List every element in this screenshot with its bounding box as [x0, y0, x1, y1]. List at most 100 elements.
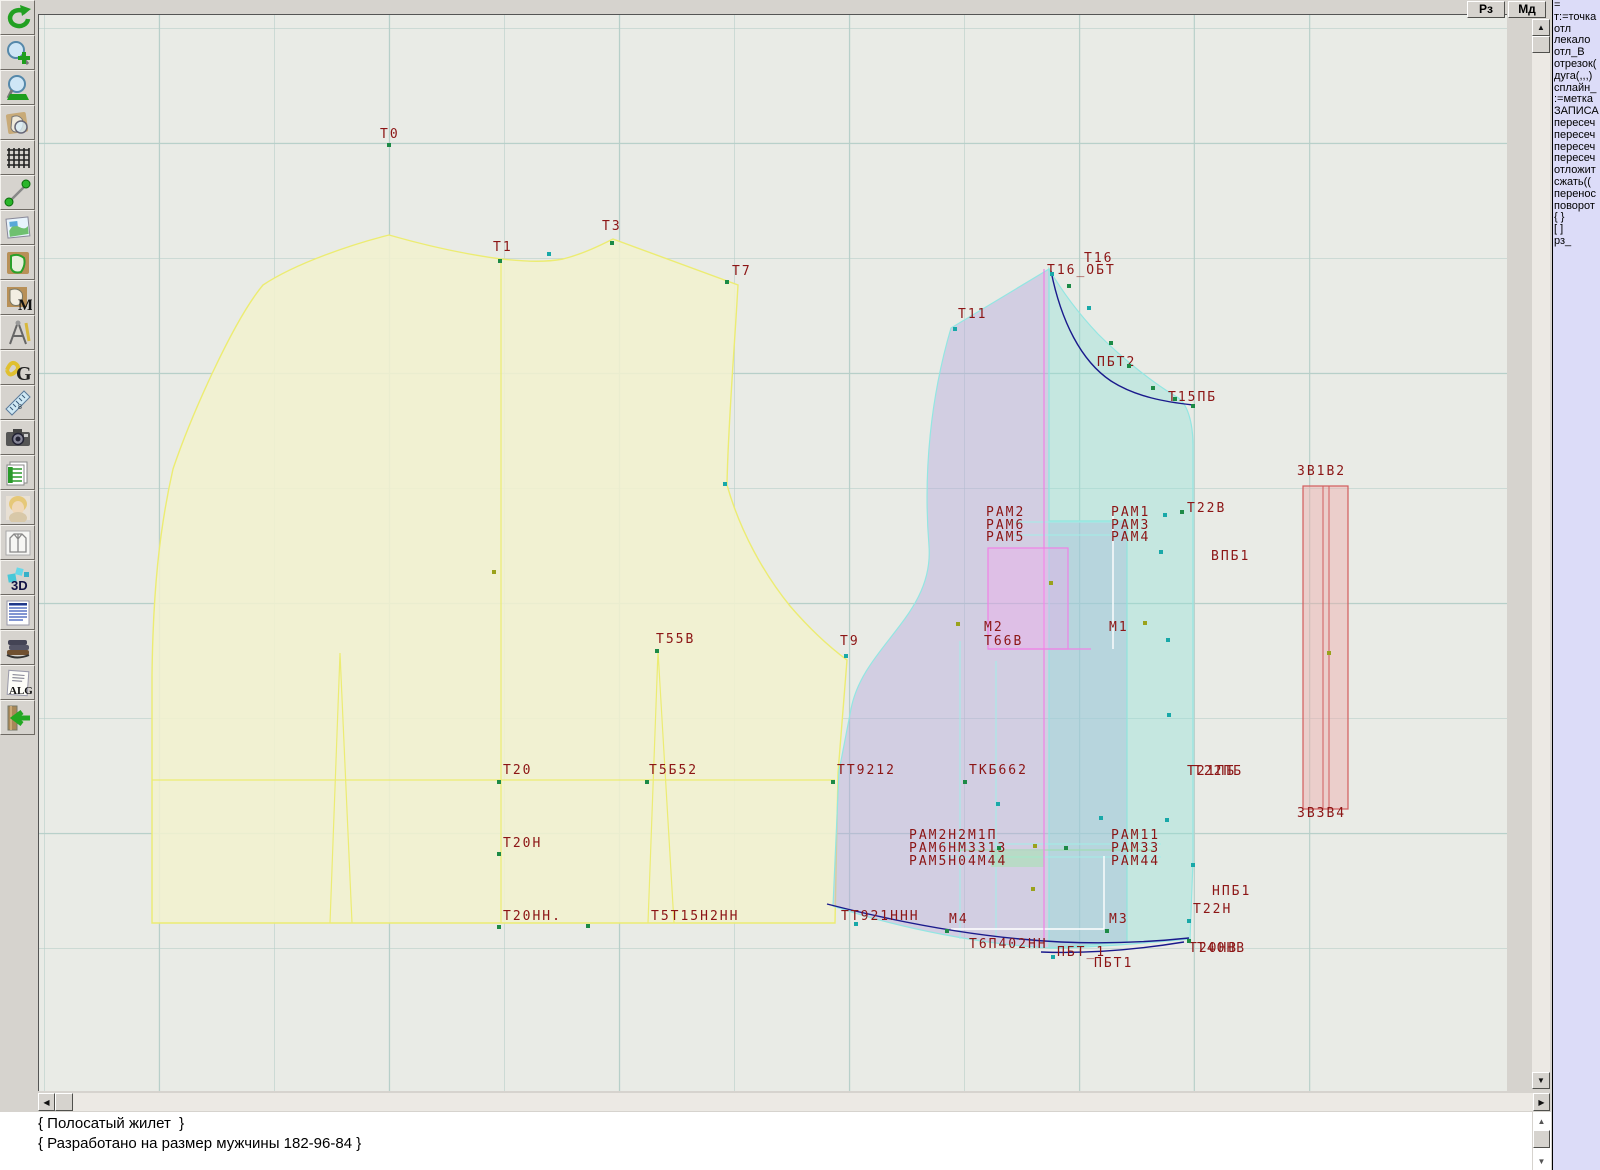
status-line-2: { Разработано на размер мужчины 182-96-8…	[38, 1135, 362, 1152]
toolbar-measure-button[interactable]	[0, 175, 35, 210]
toolbar-zoom-in-button[interactable]	[0, 35, 35, 70]
back-piece-shape	[151, 234, 848, 924]
toolbar-view-3d-button[interactable]: 3D	[0, 560, 35, 595]
toolbar-books-button[interactable]	[0, 630, 35, 665]
toolbar-pattern-piece-button[interactable]	[0, 245, 35, 280]
scroll-right-icon[interactable]: ▶	[1533, 1093, 1550, 1111]
command-item[interactable]: отложит	[1554, 164, 1596, 177]
pattern-preview-icon	[4, 109, 32, 137]
image-icon	[4, 214, 32, 242]
svg-text:3D: 3D	[11, 578, 28, 592]
aux-green-band	[991, 851, 1044, 867]
toolbar-grid-button[interactable]	[0, 140, 35, 175]
vscroll-thumb[interactable]	[1532, 36, 1550, 53]
books-icon	[4, 634, 32, 662]
command-item[interactable]: сжать((	[1554, 175, 1591, 188]
hscroll-thumb[interactable]	[55, 1093, 73, 1111]
command-item[interactable]: пересеч	[1554, 128, 1596, 141]
svg-text:M: M	[18, 297, 32, 312]
toolbar-model-photo-button[interactable]	[0, 490, 35, 525]
pattern-m-icon: M	[4, 284, 32, 312]
grazia-g-icon: G	[4, 354, 32, 382]
toolbar-ruler-button[interactable]: 8	[0, 385, 35, 420]
measure-icon	[4, 179, 32, 207]
status-scroll-down-icon[interactable]: ▼	[1533, 1154, 1550, 1168]
drawing-canvas[interactable]: Т0 Т1 Т3 Т7 Т16 Т16_ОБТ Т11 ПБТ2 Т15ПБ ЗВ1В2 Т22В В…	[38, 14, 1507, 1091]
toolbar-garment-sketch-button[interactable]	[0, 525, 35, 560]
toolbar-spreadsheet-button[interactable]	[0, 455, 35, 490]
text-list-icon	[4, 599, 32, 627]
drafting-tools-icon	[4, 319, 32, 347]
navy-curves	[826, 270, 1194, 954]
svg-text:8: 8	[18, 404, 22, 411]
command-item[interactable]: ЗАПИСА	[1554, 105, 1599, 118]
algorithm-icon: ALG	[4, 669, 32, 697]
scroll-up-icon[interactable]: ▲	[1532, 19, 1550, 36]
spreadsheet-icon	[4, 459, 32, 487]
command-item[interactable]: [ ]	[1554, 223, 1564, 236]
toolbar-algorithm-button[interactable]: ALG	[0, 665, 35, 700]
ruler-icon: 8	[4, 389, 32, 417]
command-item[interactable]: поворот	[1554, 199, 1595, 212]
command-panel: = т:=точка отл лекало отл_В отрезок(дуга(,,,)…	[1552, 0, 1600, 1170]
toolbar-text-list-button[interactable]	[0, 595, 35, 630]
garment-sketch-icon	[4, 529, 32, 557]
toolbar-drafting-tools-button[interactable]	[0, 315, 35, 350]
toolbar-exit-button[interactable]	[0, 700, 35, 735]
command-item[interactable]: :=метка	[1554, 93, 1594, 106]
command-item[interactable]: сплайн_	[1554, 81, 1597, 94]
command-item[interactable]: { }	[1554, 211, 1565, 224]
command-item[interactable]: перенос	[1554, 187, 1597, 200]
command-item[interactable]: пересеч	[1554, 116, 1596, 129]
status-line-1: { Полосатый жилет }	[38, 1115, 185, 1132]
belt-stripes	[1302, 485, 1349, 810]
aux-cyan-lines	[941, 521, 1161, 939]
command-item[interactable]: =	[1554, 0, 1561, 11]
toolbar-refresh-button[interactable]	[0, 0, 35, 35]
status-scroll-thumb[interactable]	[1533, 1130, 1550, 1148]
white-aux-lines	[951, 506, 1114, 930]
exit-icon	[4, 704, 32, 732]
pattern-drawing-layer	[151, 234, 1349, 954]
camera-icon	[4, 424, 32, 452]
svg-text:ALG: ALG	[9, 685, 32, 697]
command-item[interactable]: отрезок(	[1554, 57, 1597, 70]
command-item[interactable]: пересеч	[1554, 140, 1596, 153]
command-item[interactable]: отл	[1554, 22, 1572, 35]
svg-text:G: G	[16, 363, 32, 382]
md-button[interactable]: Мд	[1508, 1, 1546, 18]
command-item[interactable]: лекало	[1554, 34, 1591, 47]
toolbar-pattern-preview-button[interactable]	[0, 105, 35, 140]
toolbar: M G 8 3D ALG	[0, 0, 37, 740]
view-3d-icon: 3D	[4, 564, 32, 592]
toolbar-grazia-g-button[interactable]: G	[0, 350, 35, 385]
canvas-vscrollbar[interactable]: ▲ ▼	[1532, 19, 1550, 1089]
rz-button[interactable]: Рз	[1467, 1, 1505, 18]
command-item[interactable]: рз_	[1554, 234, 1572, 247]
command-item[interactable]: дуга(,,,)	[1554, 69, 1593, 82]
pocket-rect	[987, 547, 1069, 650]
status-vscrollbar[interactable]: ▲ ▼	[1533, 1112, 1551, 1170]
refresh-icon	[4, 4, 32, 32]
grid-icon	[4, 144, 32, 172]
command-item[interactable]: отл_В	[1554, 46, 1585, 59]
command-item[interactable]: пересеч	[1554, 152, 1596, 165]
pattern-piece-icon	[4, 249, 32, 277]
command-item[interactable]: т:=точка	[1554, 10, 1597, 23]
zoom-in-icon	[4, 39, 32, 67]
front-piece-shape	[832, 267, 1128, 949]
canvas-hscrollbar[interactable]: ◀ ▶	[38, 1093, 1550, 1111]
status-scroll-up-icon[interactable]: ▲	[1533, 1114, 1550, 1128]
toolbar-pattern-m-button[interactable]: M	[0, 280, 35, 315]
status-text-area: { Полосатый жилет } { Разработано на раз…	[0, 1112, 1532, 1170]
scroll-left-icon[interactable]: ◀	[38, 1093, 55, 1111]
toolbar-camera-button[interactable]	[0, 420, 35, 455]
side-piece-shape	[1048, 266, 1194, 949]
back-piece-internal-lines	[152, 259, 835, 924]
model-photo-icon	[4, 494, 32, 522]
scroll-down-icon[interactable]: ▼	[1532, 1072, 1550, 1089]
toolbar-image-button[interactable]	[0, 210, 35, 245]
zoom-out-icon	[4, 74, 32, 102]
toolbar-zoom-out-button[interactable]	[0, 70, 35, 105]
